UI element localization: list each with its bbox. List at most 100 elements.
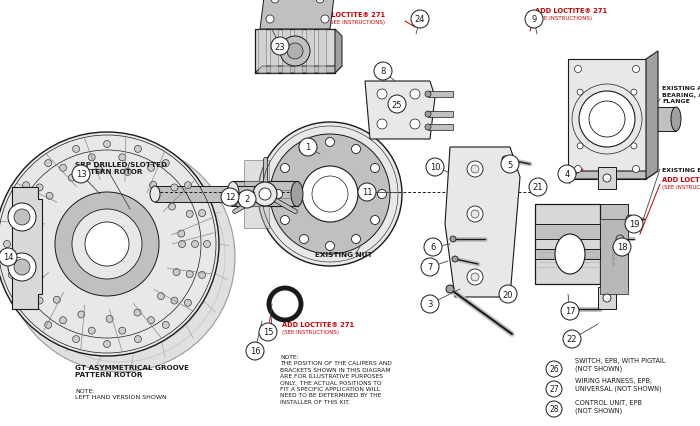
Circle shape xyxy=(525,11,543,29)
Circle shape xyxy=(162,322,169,328)
Circle shape xyxy=(351,145,360,154)
Text: 20: 20 xyxy=(503,290,513,299)
Circle shape xyxy=(22,299,29,307)
Circle shape xyxy=(72,166,90,184)
Circle shape xyxy=(300,145,309,154)
Circle shape xyxy=(388,96,406,114)
Circle shape xyxy=(631,90,637,96)
Ellipse shape xyxy=(555,234,585,274)
Ellipse shape xyxy=(671,108,681,132)
Ellipse shape xyxy=(450,236,456,242)
Circle shape xyxy=(173,269,180,276)
Circle shape xyxy=(36,274,43,281)
Text: 1: 1 xyxy=(305,143,311,152)
Circle shape xyxy=(15,241,22,248)
Text: 4: 4 xyxy=(564,170,570,179)
Circle shape xyxy=(271,0,279,4)
Circle shape xyxy=(577,144,583,150)
Circle shape xyxy=(377,90,387,100)
Text: 3: 3 xyxy=(427,300,433,309)
Ellipse shape xyxy=(150,187,160,202)
Circle shape xyxy=(300,235,309,244)
Circle shape xyxy=(626,216,634,224)
Text: ADD LOCTITE® 271: ADD LOCTITE® 271 xyxy=(313,12,385,18)
Circle shape xyxy=(633,166,640,173)
Circle shape xyxy=(32,218,39,225)
Circle shape xyxy=(22,182,29,189)
Polygon shape xyxy=(445,148,520,297)
Bar xyxy=(428,92,453,98)
Circle shape xyxy=(148,165,155,172)
Circle shape xyxy=(579,92,635,148)
Text: NOTE:
THE POSITION OF THE CALIPERS AND
BRACKETS SHOWN IN THIS DIAGRAM
ARE FOR IL: NOTE: THE POSITION OF THE CALIPERS AND B… xyxy=(280,354,392,404)
Text: 18: 18 xyxy=(617,243,627,252)
Circle shape xyxy=(603,294,611,302)
Bar xyxy=(535,249,600,259)
Text: 13: 13 xyxy=(76,170,86,179)
Circle shape xyxy=(78,311,85,318)
Circle shape xyxy=(88,328,95,334)
Text: (SEE INSTRUCTIONS): (SEE INSTRUCTIONS) xyxy=(535,16,592,21)
Bar xyxy=(598,167,616,190)
Bar xyxy=(258,30,266,74)
Text: 7: 7 xyxy=(427,263,433,272)
Circle shape xyxy=(613,239,631,256)
Bar xyxy=(244,190,269,229)
Text: ADD LOCTITE® 271: ADD LOCTITE® 271 xyxy=(585,158,657,164)
Circle shape xyxy=(603,175,611,183)
Circle shape xyxy=(204,241,211,248)
Circle shape xyxy=(184,299,191,307)
Text: CONTROL UNIT, EPB
(NOT SHOWN): CONTROL UNIT, EPB (NOT SHOWN) xyxy=(575,399,642,413)
Circle shape xyxy=(60,317,66,324)
Text: ADD LOCTITE® 271: ADD LOCTITE® 271 xyxy=(662,177,700,183)
Circle shape xyxy=(377,190,386,199)
Circle shape xyxy=(8,272,15,279)
Circle shape xyxy=(55,193,159,296)
Circle shape xyxy=(178,230,185,238)
Text: 26: 26 xyxy=(550,365,559,374)
Text: 15: 15 xyxy=(262,328,273,337)
Circle shape xyxy=(259,323,277,341)
Circle shape xyxy=(246,342,264,360)
Circle shape xyxy=(119,155,126,161)
Circle shape xyxy=(270,135,390,254)
Bar xyxy=(282,30,290,74)
Circle shape xyxy=(98,236,142,279)
Circle shape xyxy=(499,285,517,303)
Text: 24: 24 xyxy=(414,15,425,24)
Circle shape xyxy=(69,175,76,182)
Circle shape xyxy=(326,242,335,251)
Text: EXISTING NUT: EXISTING NUT xyxy=(315,251,372,257)
Bar xyxy=(568,60,646,180)
Text: 6: 6 xyxy=(430,243,435,252)
Text: 8: 8 xyxy=(380,67,386,76)
Circle shape xyxy=(561,302,579,320)
Bar xyxy=(535,204,600,284)
Circle shape xyxy=(14,259,30,275)
Circle shape xyxy=(8,210,15,217)
Bar xyxy=(261,190,304,199)
Circle shape xyxy=(36,184,43,191)
Circle shape xyxy=(471,166,479,173)
Circle shape xyxy=(171,184,178,191)
Circle shape xyxy=(73,336,80,343)
Circle shape xyxy=(410,90,420,100)
Circle shape xyxy=(150,182,157,189)
Text: (SEE INSTRUCTIONS): (SEE INSTRUCTIONS) xyxy=(585,169,642,174)
Text: 16: 16 xyxy=(250,347,260,356)
Bar xyxy=(318,30,326,74)
Circle shape xyxy=(358,184,376,201)
Text: 11: 11 xyxy=(362,188,372,197)
Ellipse shape xyxy=(446,285,454,294)
Bar xyxy=(600,219,628,294)
Circle shape xyxy=(546,381,562,397)
Bar xyxy=(306,30,314,74)
Circle shape xyxy=(158,293,164,300)
Circle shape xyxy=(280,37,310,67)
Circle shape xyxy=(0,132,219,356)
Text: (SEE INSTRUCTIONS): (SEE INSTRUCTIONS) xyxy=(282,329,339,334)
Circle shape xyxy=(85,222,129,266)
Circle shape xyxy=(134,146,141,153)
Circle shape xyxy=(36,297,43,304)
Text: 21: 21 xyxy=(533,183,543,192)
